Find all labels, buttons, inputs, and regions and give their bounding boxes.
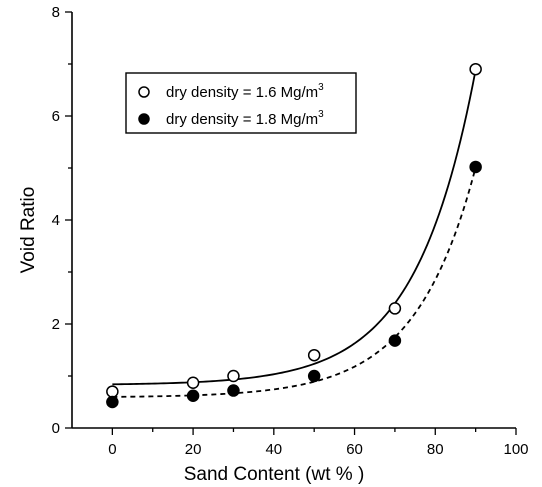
data-point-filled [307,369,321,383]
x-tick-label: 0 [108,441,116,458]
legend-label-main: dry density = 1.8 Mg/m [166,111,318,128]
data-point-open [186,376,200,390]
x-tick-label: 40 [265,441,282,458]
fit-curves [112,69,477,398]
x-tick-label: 80 [427,441,444,458]
legend-item-filled-circle: dry density = 1.8 Mg/m3 [138,109,324,128]
legend-label-superscript: 3 [318,109,324,120]
y-tick-label: 0 [52,420,60,437]
data-point-filled [106,395,119,409]
y-tick-label: 2 [52,316,60,333]
y-tick-label: 4 [52,212,60,229]
legend-label-open-circle: dry density = 1.6 Mg/m3 [166,82,324,101]
data-point-open [307,348,321,362]
data-point-filled [186,389,200,403]
data-point-open [106,385,119,398]
legend-marker-filled-circle [138,113,150,125]
fit-line-filled [112,167,477,398]
legend-marker-open-circle [138,86,150,98]
y-tick-label: 8 [52,4,60,21]
x-tick-label: 100 [503,441,528,458]
legend-label-filled-circle: dry density = 1.8 Mg/m3 [166,109,324,128]
data-point-filled [388,334,402,347]
axes: 0 20 40 60 80 100 0 2 4 6 8 [52,4,529,458]
data-point-open [227,369,240,383]
legend: dry density = 1.6 Mg/m3 dry density = 1.… [125,72,357,134]
data-points [106,62,482,409]
data-point-open [388,302,402,315]
y-tick-label: 6 [52,108,60,125]
legend-label-main: dry density = 1.6 Mg/m [166,84,318,101]
data-point-filled [469,160,482,174]
data-point-filled [227,384,240,397]
fit-line-open [112,69,477,386]
x-tick-label: 20 [185,441,202,458]
legend-box [125,72,357,134]
data-point-open [469,62,482,76]
x-tick-label: 60 [346,441,363,458]
legend-item-open-circle: dry density = 1.6 Mg/m3 [138,82,324,101]
x-axis-label: Sand Content (wt % ) [184,464,365,485]
y-axis-label: Void Ratio [18,187,39,274]
legend-label-superscript: 3 [318,82,324,93]
